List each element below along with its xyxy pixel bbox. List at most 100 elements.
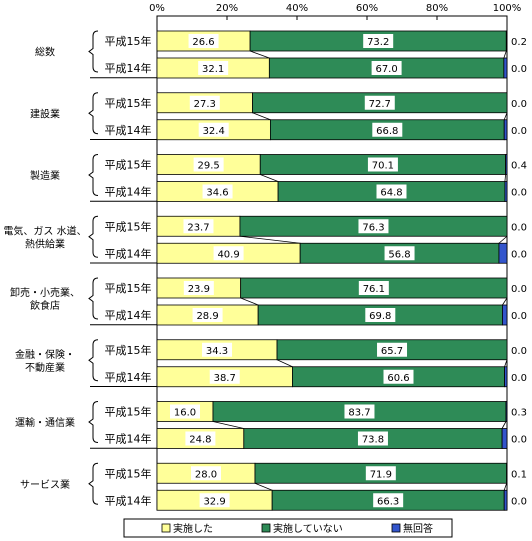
value-label: 0.3 [511,408,527,419]
value-label-bg [365,308,396,322]
value-label-bg [508,342,531,357]
value-label: 0.0 [511,64,527,75]
group-label: 建設業 [30,107,60,120]
value-label-bg [189,95,220,110]
value-label: 0.0 [511,373,527,384]
value-label-bg [376,184,407,199]
value-label-bg [383,369,414,384]
value-label: 72.7 [369,99,391,110]
value-label-bg [508,308,531,322]
group-label: 運輸・通信業 [15,416,75,429]
year-label: 平成15年 [105,158,152,172]
value-label-bg [209,369,240,384]
value-label-bg [170,404,200,419]
bar-segment [503,57,508,79]
year-label: 平成15年 [105,34,152,48]
value-label-bg [508,34,531,48]
value-label: 0.0 [511,222,527,233]
value-label-bg [358,281,389,295]
value-label-bg [185,431,216,446]
value-label-bg [508,281,531,295]
connector-line [498,235,508,244]
year-label: 平成15年 [105,281,152,295]
year-label: 平成14年 [105,432,152,446]
value-label: 71.9 [370,469,392,480]
value-label: 83.7 [348,408,370,419]
group-label: 熱供給業 [25,237,65,250]
value-label: 23.9 [188,284,210,295]
value-label-bg [508,404,531,419]
value-label: 60.6 [387,373,409,384]
value-label-bg [508,219,531,234]
value-label-bg [344,404,375,419]
value-label-bg [508,369,531,384]
bar-segment [505,30,508,52]
legend-label: 無回答 [403,522,433,535]
bar-connectors [212,50,508,491]
value-label-bg [202,342,233,357]
value-label-bg [508,431,531,446]
year-label: 平成14年 [105,123,152,137]
group-bracket [88,339,99,382]
group-label: 電気、ガス 水道、 [3,224,86,237]
value-label-bg [367,157,398,172]
legend-swatch [261,523,271,533]
value-label-bg [377,342,408,357]
year-label: 平成15年 [105,219,152,233]
value-label-bg [183,219,214,234]
legend-label: 実施していない [273,522,343,535]
value-label: 24.8 [189,435,211,446]
value-label: 0.1 [511,469,527,480]
value-label-bg [508,95,531,110]
legend-label: 実施した [173,522,213,535]
bar-segment [504,181,508,202]
group-label: 不動産業 [25,361,65,374]
value-label-bg [198,61,229,75]
value-label-bg [191,466,221,481]
connector-line [503,50,507,59]
value-label-bg [508,157,531,172]
connector-line [504,174,506,182]
group-bracket [88,92,99,135]
value-label-bg [192,308,223,322]
bar-segment [505,401,508,422]
value-label: 16.0 [174,408,196,419]
value-label: 76.3 [362,222,384,233]
connector-line [239,235,301,244]
value-label: 67.0 [375,64,397,75]
year-label: 平成14年 [105,246,152,260]
value-label: 29.5 [197,161,219,172]
value-label-bg [364,95,395,110]
value-label-bg [373,493,404,508]
value-label: 23.7 [187,222,209,233]
value-label-bg [371,61,402,75]
year-label: 平成15年 [105,96,152,110]
group-bracket [88,154,99,196]
year-label: 平成14年 [105,61,152,75]
value-label: 34.6 [206,188,228,199]
value-label: 0.0 [511,435,527,446]
bar-segment [503,489,508,511]
x-tick-label: 20% [216,3,238,14]
bar-segment [502,304,508,326]
group-label: サービス業 [20,478,70,491]
legend-swatch [161,523,171,533]
bar-segment [501,428,508,449]
group-bracket [88,30,99,73]
value-label-bg [188,34,219,48]
value-label: 28.9 [196,311,218,322]
value-label: 0.0 [511,496,527,507]
connector-line [504,359,508,367]
category-labels: 総数平成15年平成14年建設業平成15年平成14年製造業平成15年平成14年電気… [3,30,157,507]
value-label: 0.0 [511,284,527,295]
year-label: 平成14年 [105,185,152,199]
connector-line [252,112,271,121]
value-label: 28.0 [195,469,217,480]
connector-line [503,483,508,491]
bar-segment [498,242,508,264]
value-label: 0.2 [511,37,527,48]
value-label-bg [363,34,394,48]
value-label-bg [198,122,229,137]
connector-line [260,174,279,182]
value-label-bg [193,157,224,172]
